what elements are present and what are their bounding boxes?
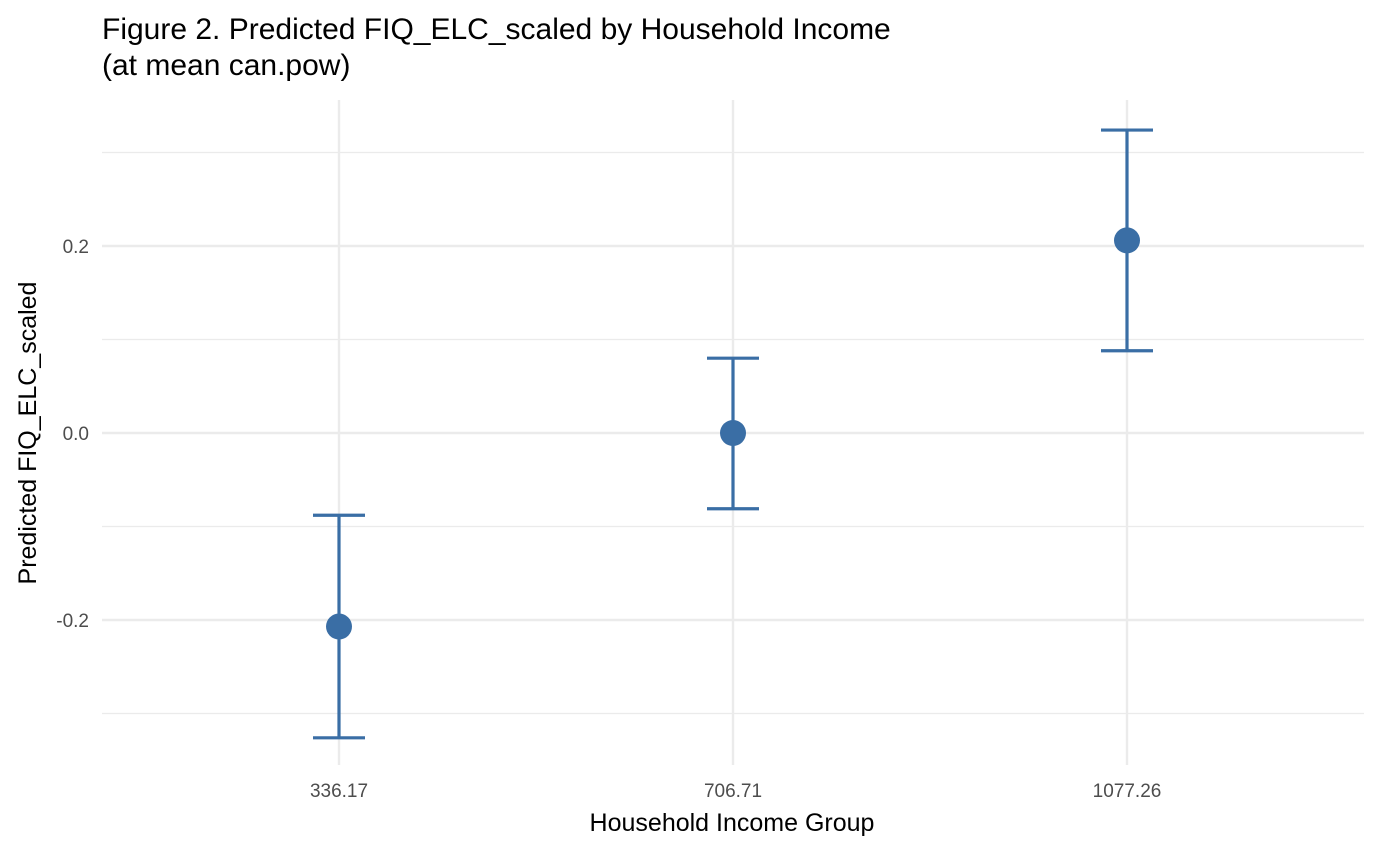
- chart-title-block: Figure 2. Predicted FIQ_ELC_scaled by Ho…: [102, 12, 891, 84]
- y-tick-label: -0.2: [56, 611, 89, 632]
- y-tick-label: 0.0: [63, 424, 89, 445]
- data-point: [720, 420, 746, 446]
- data-point: [326, 613, 352, 640]
- x-tick-label: 706.71: [704, 781, 762, 802]
- chart-subtitle: (at mean can.pow): [102, 49, 351, 82]
- chart-title: Figure 2. Predicted FIQ_ELC_scaled by Ho…: [102, 13, 891, 46]
- x-tick-label: 336.17: [310, 781, 368, 802]
- x-tick-label: 1077.26: [1093, 781, 1162, 802]
- y-axis-title: Predicted FIQ_ELC_scaled: [14, 282, 42, 585]
- marks-layer: [313, 128, 1153, 740]
- data-point: [1114, 227, 1140, 254]
- labels-layer: -0.2 0.0 0.2 336.17 706.71 1077.26: [56, 237, 1161, 802]
- x-axis-title: Household Income Group: [590, 809, 875, 837]
- y-tick-label: 0.2: [63, 237, 89, 258]
